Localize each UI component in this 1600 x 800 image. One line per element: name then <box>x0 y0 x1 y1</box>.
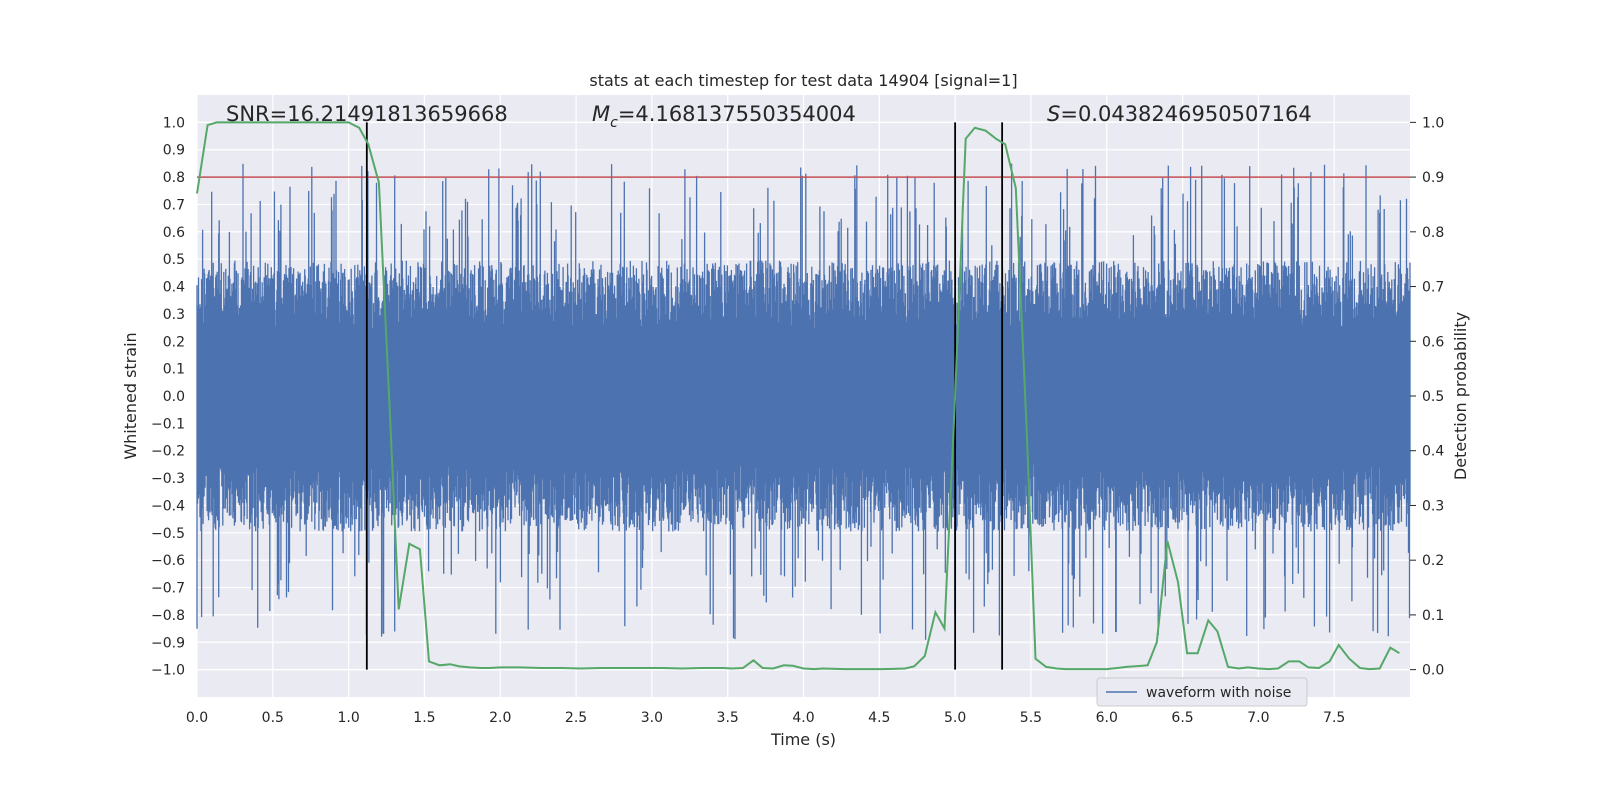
legend-box <box>1096 677 1308 707</box>
legend: waveform with noise <box>1096 677 1308 707</box>
x-tick-label: 7.0 <box>1247 710 1269 726</box>
x-tick-label: 5.0 <box>944 710 966 726</box>
y-tick-label: 0.1 <box>163 362 185 378</box>
y2-axis-label: Detection probability <box>1451 312 1470 480</box>
y2-tick-label: 0.5 <box>1422 389 1444 405</box>
y-tick-label: 0.2 <box>163 334 185 350</box>
x-axis-ticks: 0.0 0.5 1.0 1.5 2.0 2.5 3.0 3.5 4.0 4.5 5.0 5.5 6.0 6… <box>186 710 1345 726</box>
x-tick-label: 7.5 <box>1323 710 1345 726</box>
y2-tick-label: 0.4 <box>1422 444 1444 460</box>
y2-tick-label: 0.7 <box>1422 280 1444 296</box>
x-tick-label: 4.0 <box>792 710 814 726</box>
y2-tick-label: 0.6 <box>1422 334 1444 350</box>
y2-tick-label: 0.8 <box>1422 225 1444 241</box>
s-value: =0.0438246950507164 <box>1060 102 1311 126</box>
x-tick-label: 5.5 <box>1020 710 1042 726</box>
y-tick-label: −0.7 <box>151 581 185 597</box>
y2-tick-label: 1.0 <box>1422 115 1444 131</box>
y2-tick-label: 0.3 <box>1422 498 1444 514</box>
legend-label: waveform with noise <box>1146 685 1291 701</box>
probability-line <box>196 121 1400 671</box>
y-axis-ticks: 1.0 0.9 0.8 0.7 0.6 0.5 0.4 0.3 0.2 0.1 0.0 −0.1 −0.… <box>151 115 185 678</box>
y-tick-label: −0.8 <box>151 608 185 624</box>
x-tick-label: 4.5 <box>868 710 890 726</box>
mc-subscript: c <box>610 115 618 131</box>
x-tick-label: 1.5 <box>413 710 435 726</box>
y-axis-label: Whitened strain <box>121 332 140 459</box>
snr-annotation: SNR=16.21491813659668 <box>226 102 508 126</box>
y-tick-label: 0.6 <box>163 225 185 241</box>
overlays <box>196 121 1410 671</box>
x-tick-label: 6.0 <box>1096 710 1118 726</box>
chart-title: stats at each timestep for test data 149… <box>589 71 1017 90</box>
y-tick-label: −0.1 <box>151 416 185 432</box>
y-tick-label: 0.9 <box>163 143 185 159</box>
x-tick-label: 3.5 <box>717 710 739 726</box>
x-axis-label: Time (s) <box>770 730 836 749</box>
y-tick-label: −0.6 <box>151 553 185 569</box>
s-symbol: S <box>1047 102 1060 126</box>
waveform-series <box>196 163 1411 640</box>
y-tick-label: 0.8 <box>163 170 185 186</box>
x-tick-label: 0.0 <box>186 710 208 726</box>
x-tick-label: 0.5 <box>262 710 284 726</box>
y2-tick-label: 0.0 <box>1422 663 1444 679</box>
waveform-core <box>197 341 1410 451</box>
y2-axis-ticks: 1.0 0.9 0.8 0.7 0.6 0.5 0.4 0.3 0.2 0.1 0.0 <box>1410 115 1444 679</box>
y-tick-label: −0.5 <box>151 526 185 542</box>
x-tick-label: 2.0 <box>489 710 511 726</box>
x-tick-label: 1.0 <box>337 710 359 726</box>
y-tick-label: 0.3 <box>163 307 185 323</box>
y-tick-label: 0.5 <box>163 252 185 268</box>
x-tick-label: 2.5 <box>565 710 587 726</box>
y-tick-label: 0.7 <box>163 197 185 213</box>
y-tick-label: −1.0 <box>151 663 185 679</box>
y-tick-label: −0.9 <box>151 635 185 651</box>
chirp-mass-annotation: Mc=4.168137550354004 <box>592 102 856 131</box>
y-tick-label: −0.3 <box>151 471 185 487</box>
y-tick-label: 0.0 <box>163 389 185 405</box>
y2-tick-label: 0.2 <box>1422 553 1444 569</box>
y-tick-label: −0.2 <box>151 444 185 460</box>
y-tick-label: 0.4 <box>163 280 185 296</box>
s-annotation: S=0.0438246950507164 <box>1047 102 1312 126</box>
x-tick-label: 6.5 <box>1171 710 1193 726</box>
y-tick-label: −0.4 <box>151 498 185 514</box>
mc-symbol: M <box>592 102 610 126</box>
y2-tick-label: 0.1 <box>1422 608 1444 624</box>
y-tick-label: 1.0 <box>163 115 185 131</box>
mc-value: =4.168137550354004 <box>618 102 856 126</box>
y2-tick-label: 0.9 <box>1422 170 1444 186</box>
x-tick-label: 3.0 <box>641 710 663 726</box>
